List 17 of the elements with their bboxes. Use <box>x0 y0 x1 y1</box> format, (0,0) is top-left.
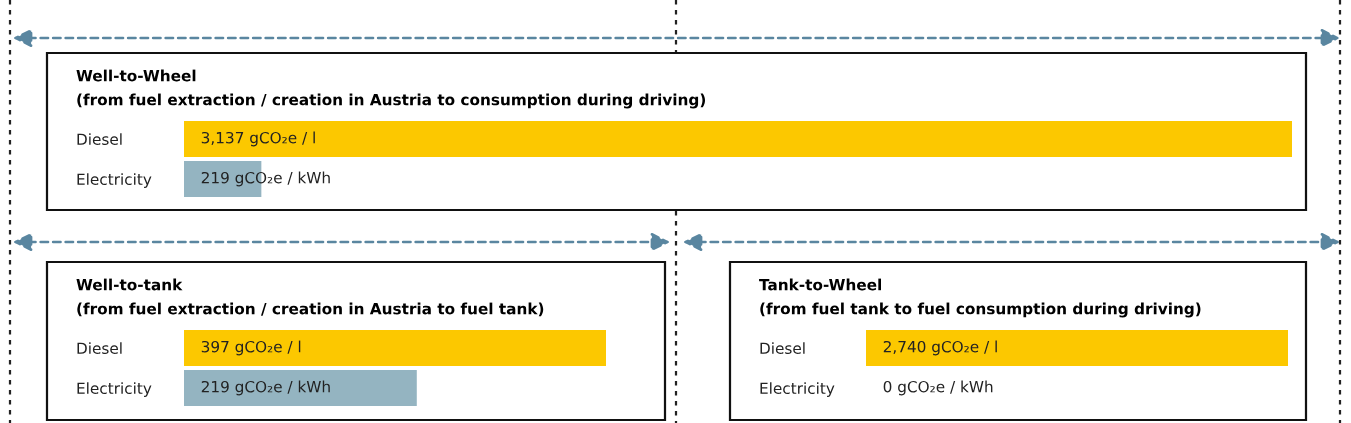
chart-title: Well-to-tank <box>76 278 183 291</box>
data-label: 0 gCO₂e / kWh <box>883 380 993 396</box>
chart-subtitle: (from fuel tank to fuel consumption during driving) <box>760 302 1201 318</box>
y-tick-label: Diesel <box>77 342 122 355</box>
chart-title: Tank-to-Wheel <box>759 278 881 291</box>
data-label: 2,740 gCO₂e / l <box>883 340 997 356</box>
y-tick-label: Electricity <box>760 382 835 397</box>
chart-subtitle: (from fuel extraction / creation in Austria to fuel tank) <box>77 302 544 317</box>
data-label: 397 gCO₂e / l <box>201 340 301 356</box>
chart-subtitle: (from fuel extraction / creation in Austria to consumption during driving) <box>77 93 706 109</box>
y-tick-label: Diesel <box>760 342 805 355</box>
data-label: 3,137 gCO₂e / l <box>201 131 315 147</box>
chart-title: Well-to-Wheel <box>76 69 196 82</box>
y-tick-label: Diesel <box>77 133 122 146</box>
data-label: 219 gCO₂e / kWh <box>201 380 330 396</box>
y-tick-label: Electricity <box>77 173 152 188</box>
y-tick-label: Electricity <box>77 382 152 397</box>
